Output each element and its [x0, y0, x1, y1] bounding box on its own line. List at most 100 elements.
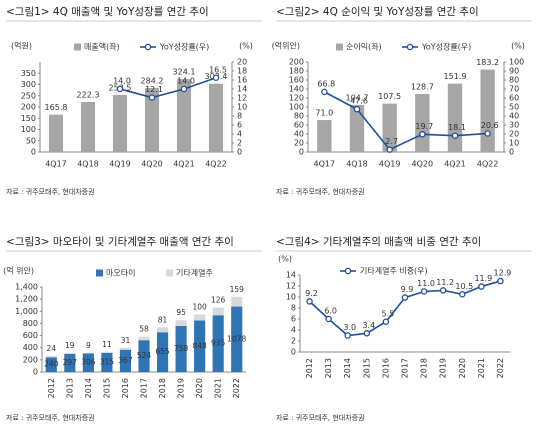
- data-label: 315: [100, 357, 115, 366]
- y2-tick-label: 0: [509, 148, 514, 157]
- line-marker: [325, 315, 332, 323]
- y2-tick-label: 10: [509, 139, 519, 148]
- y-tick-label: 200: [23, 355, 38, 364]
- bar-segment: [101, 352, 113, 372]
- y2-tick-label: 4: [237, 130, 242, 139]
- legend-label: 기타계열주 비중(우): [360, 266, 428, 276]
- data-label: 14.0: [113, 77, 131, 86]
- data-label: 222.3: [77, 90, 100, 99]
- legend-label: 순이익(좌): [346, 42, 382, 52]
- bar: [447, 83, 463, 152]
- x-tick-label: 4Q21: [444, 160, 466, 169]
- y-tick-label: 100: [289, 103, 304, 112]
- line-marker: [180, 85, 188, 93]
- y-tick-label: 140: [289, 85, 304, 94]
- data-label: 18.1: [448, 123, 466, 132]
- line-marker: [363, 330, 371, 337]
- source: 자료 : 귀주모태주, 현대차증권: [6, 187, 95, 196]
- data-label: 151.9: [444, 72, 467, 81]
- chart-title: <그림2> 4Q 순이익 및 YoY성장률 연간 추이: [276, 6, 479, 18]
- legend-label: 마오타이: [106, 268, 135, 278]
- y-tick-label: 400: [23, 343, 38, 352]
- y2-tick-label: 60: [509, 94, 519, 103]
- y-tick-label: 14: [286, 271, 296, 280]
- legend-swatch: [74, 43, 81, 51]
- bar: [349, 104, 365, 152]
- y2-axis-label: (%): [511, 42, 525, 51]
- data-label: 11.2: [436, 278, 454, 287]
- line-marker: [321, 88, 328, 96]
- data-label: 165.8: [45, 103, 68, 112]
- x-tick-label: 2022: [232, 378, 241, 398]
- legend-swatch: [96, 269, 103, 277]
- y2-tick-label: 50: [509, 103, 519, 112]
- bar: [48, 114, 64, 152]
- data-label: 81: [158, 315, 168, 324]
- line: [119, 76, 217, 99]
- y-tick-label: 0: [33, 368, 38, 377]
- legend-marker: [406, 43, 414, 51]
- y-tick-label: 0: [31, 148, 36, 157]
- y-axis-label: (억위안): [272, 41, 300, 51]
- x-tick-label: 2018: [158, 378, 167, 398]
- x-tick-label: 2021: [477, 358, 486, 378]
- y-axis-label: (억원): [11, 41, 32, 51]
- y-tick-label: 250: [21, 91, 36, 100]
- data-label: 935: [211, 339, 226, 348]
- line-marker: [459, 290, 466, 298]
- data-label: 6.0: [324, 307, 337, 316]
- data-label: 66.8: [317, 79, 335, 88]
- y2-tick-label: 70: [509, 85, 519, 94]
- legend-swatch: [166, 269, 173, 277]
- line-marker: [148, 94, 156, 101]
- x-tick-label: 2022: [496, 358, 505, 378]
- data-label: 3.4: [362, 321, 375, 330]
- bar-segment: [64, 353, 76, 372]
- y-tick-label: 0: [299, 148, 304, 157]
- data-label: 159: [230, 285, 245, 294]
- x-tick-label: 2013: [324, 358, 333, 378]
- bar-segment: [82, 353, 94, 372]
- x-tick-label: 2021: [214, 378, 223, 398]
- y-tick-label: 0: [291, 348, 296, 357]
- data-label: 31: [121, 336, 131, 345]
- data-label: 1078: [227, 334, 246, 343]
- data-label: 11: [102, 340, 112, 349]
- chart-title: <그림4> 기타계열주의 매출액 비중 연간 추이: [276, 236, 481, 248]
- x-tick-label: 4Q19: [109, 160, 131, 169]
- y2-tick-label: 30: [509, 121, 519, 130]
- x-tick-label: 2019: [177, 378, 186, 398]
- line-marker: [116, 85, 124, 93]
- x-tick-label: 2018: [420, 358, 429, 378]
- data-label: 71.0: [315, 109, 333, 118]
- y-tick-label: 2: [291, 337, 296, 346]
- bar-segment: [45, 357, 57, 372]
- y2-tick-label: 90: [509, 67, 519, 76]
- line: [323, 91, 488, 151]
- data-label: 14.0: [177, 77, 195, 86]
- y-tick-label: 160: [289, 76, 304, 85]
- x-tick-label: 4Q22: [205, 160, 227, 169]
- y2-tick-label: 0: [237, 148, 242, 157]
- data-label: 128.7: [411, 83, 434, 92]
- y-tick-label: 50: [26, 136, 36, 145]
- y-tick-label: 100: [21, 125, 36, 134]
- bar-segment: [212, 315, 224, 372]
- data-label: 95: [176, 308, 186, 317]
- data-label: 104.7: [346, 93, 369, 102]
- y2-tick-label: 100: [509, 58, 524, 67]
- y-tick-label: 10: [286, 293, 296, 302]
- x-tick-label: 4Q21: [173, 160, 195, 169]
- bar-segment: [231, 306, 243, 372]
- y2-tick-label: 80: [509, 76, 519, 85]
- y-axis-label: (억 위안): [3, 266, 34, 276]
- y2-tick-label: 14: [237, 85, 247, 94]
- data-label: 306: [81, 358, 96, 367]
- y-tick-label: 180: [289, 67, 304, 76]
- chart-title: <그림1> 4Q 매출액 및 YoY성장률 연간 추이: [6, 6, 209, 18]
- x-tick-label: 2016: [381, 358, 390, 378]
- x-tick-label: 2015: [362, 358, 371, 378]
- bar-segment: [175, 325, 187, 372]
- line-marker: [451, 132, 459, 139]
- bar: [317, 120, 332, 152]
